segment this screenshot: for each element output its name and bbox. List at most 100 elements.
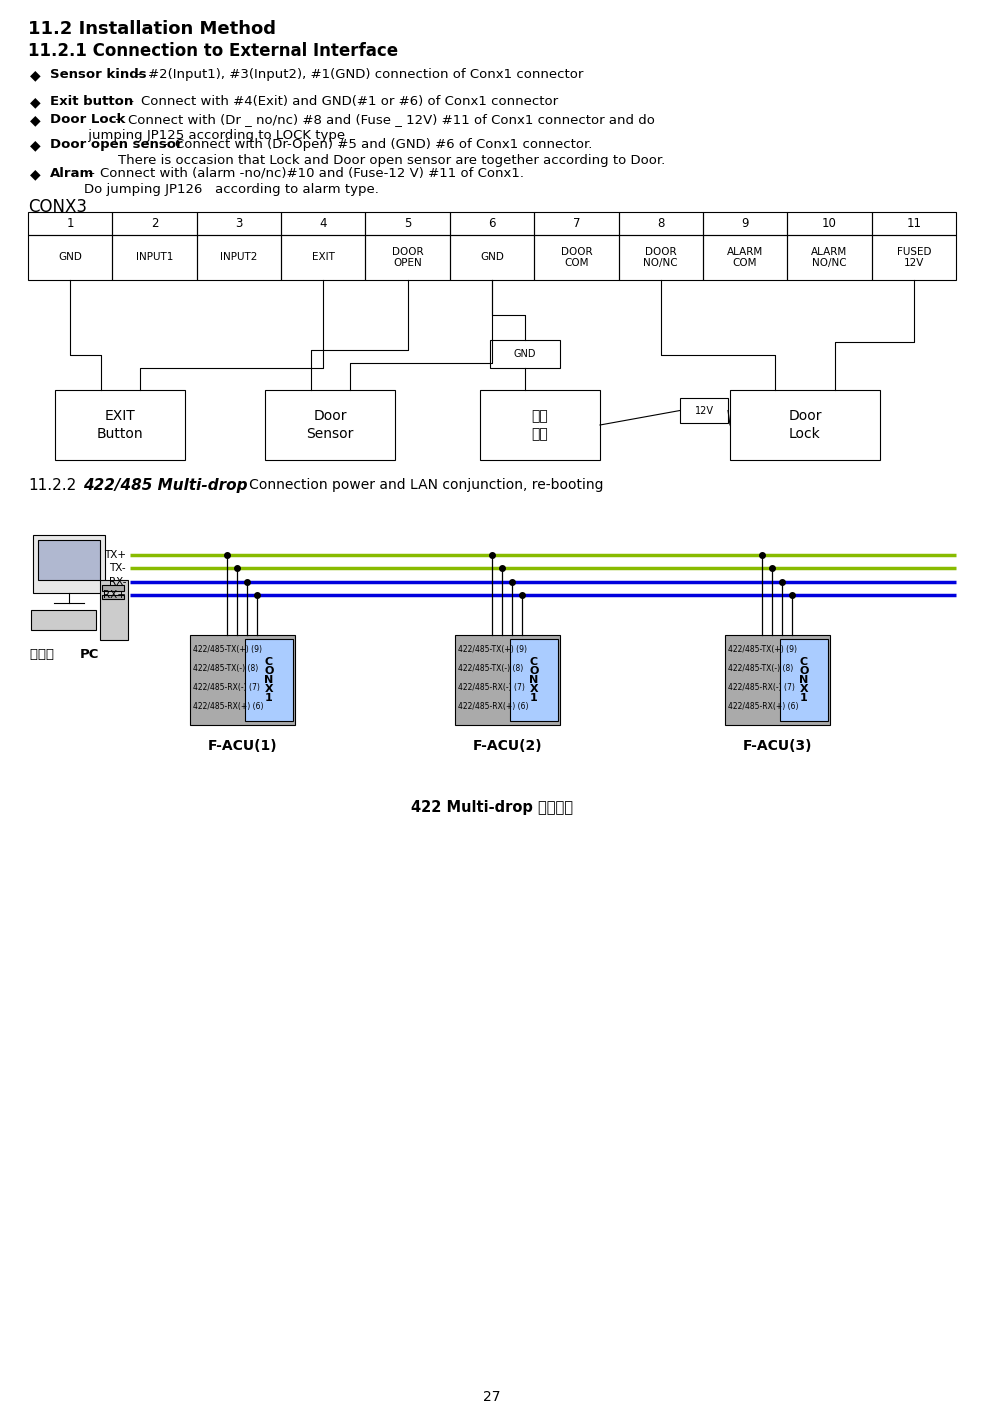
Text: CONX3: CONX3: [28, 198, 87, 216]
Text: -: -: [125, 95, 138, 109]
Text: 6: 6: [488, 217, 496, 230]
Bar: [680, 398, 728, 423]
Text: ALARM
COM: ALARM COM: [727, 247, 764, 268]
Text: 422/485-RX(+) (6): 422/485-RX(+) (6): [193, 703, 264, 711]
Text: EXIT: EXIT: [312, 253, 335, 262]
Text: jumping JP125 according to LOCK type: jumping JP125 according to LOCK type: [50, 128, 345, 143]
Text: 422/485-TX(+) (9): 422/485-TX(+) (9): [728, 645, 797, 655]
Text: 외부
전원: 외부 전원: [531, 409, 548, 442]
Bar: [787, 212, 872, 236]
Text: FUSED
12V: FUSED 12V: [896, 247, 931, 268]
Text: TX+: TX+: [104, 550, 126, 560]
Text: –: –: [84, 166, 99, 181]
Bar: [872, 212, 956, 236]
Text: PC: PC: [80, 648, 99, 660]
Text: 10: 10: [822, 217, 837, 230]
Bar: [619, 212, 703, 236]
Text: Connection power and LAN conjunction, re-booting: Connection power and LAN conjunction, re…: [236, 478, 603, 492]
Text: F-ACU(1): F-ACU(1): [208, 739, 277, 753]
Text: Connect with (Dr _ no/nc) #8 and (Fuse _ 12V) #11 of Conx1 connector and do: Connect with (Dr _ no/nc) #8 and (Fuse _…: [128, 113, 654, 126]
Text: 11: 11: [906, 217, 921, 230]
Text: 422/485-TX(+) (9): 422/485-TX(+) (9): [193, 645, 262, 655]
Text: DOOR
COM: DOOR COM: [561, 247, 592, 268]
Text: Alram: Alram: [50, 166, 94, 181]
Bar: [112, 236, 197, 279]
Bar: [450, 236, 534, 279]
Text: #2(Input1), #3(Input2), #1(GND) connection of Conx1 connector: #2(Input1), #3(Input2), #1(GND) connecti…: [149, 68, 584, 80]
Bar: [480, 389, 600, 460]
Text: F-ACU(2): F-ACU(2): [472, 739, 542, 753]
Text: C
O
N
X
1: C O N X 1: [799, 658, 809, 703]
Text: Connect with (alarm -no/nc)#10 and (Fuse-12 V) #11 of Conx1.: Connect with (alarm -no/nc)#10 and (Fuse…: [100, 166, 524, 181]
Text: EXIT
Button: EXIT Button: [96, 409, 144, 442]
Text: 12V: 12V: [695, 405, 713, 415]
Text: Door open sensor: Door open sensor: [50, 138, 183, 151]
Bar: [787, 236, 872, 279]
Bar: [28, 236, 112, 279]
Text: 11.2.1 Connection to External Interface: 11.2.1 Connection to External Interface: [28, 42, 399, 61]
Bar: [534, 212, 619, 236]
Text: INPUT1: INPUT1: [136, 253, 173, 262]
Text: 2: 2: [151, 217, 158, 230]
Bar: [245, 639, 293, 721]
Text: 422/485-RX(+) (6): 422/485-RX(+) (6): [458, 703, 528, 711]
Text: Connect with (Dr-Open) #5 and (GND) #6 of Conx1 connector.: Connect with (Dr-Open) #5 and (GND) #6 o…: [175, 138, 592, 151]
Text: 1: 1: [67, 217, 74, 230]
Text: ◆: ◆: [30, 95, 40, 109]
Text: 422/485-TX(-) (8): 422/485-TX(-) (8): [728, 665, 793, 673]
Bar: [100, 580, 128, 641]
Text: ◆: ◆: [30, 166, 40, 181]
Text: Door Lock: Door Lock: [50, 113, 125, 126]
Bar: [703, 212, 787, 236]
Text: 11.2.2: 11.2.2: [28, 478, 76, 492]
Text: 3: 3: [235, 217, 243, 230]
Bar: [38, 540, 100, 580]
Text: 8: 8: [657, 217, 664, 230]
Bar: [365, 236, 450, 279]
Text: 422/485-RX(-) (7): 422/485-RX(-) (7): [728, 683, 795, 691]
Text: -: -: [132, 68, 145, 80]
Text: Sensor kinds: Sensor kinds: [50, 68, 147, 80]
Text: 422 Multi-drop 결선방법: 422 Multi-drop 결선방법: [411, 800, 573, 816]
Text: GND: GND: [58, 253, 82, 262]
Text: 422/485-TX(+) (9): 422/485-TX(+) (9): [458, 645, 527, 655]
Text: INPUT2: INPUT2: [220, 253, 258, 262]
Bar: [281, 212, 365, 236]
Bar: [197, 212, 281, 236]
Bar: [703, 236, 787, 279]
Text: GND: GND: [480, 253, 504, 262]
Text: 9: 9: [741, 217, 749, 230]
Bar: [619, 236, 703, 279]
Bar: [102, 595, 124, 600]
Text: 422/485-TX(-) (8): 422/485-TX(-) (8): [193, 665, 258, 673]
Bar: [490, 340, 560, 368]
Bar: [872, 236, 956, 279]
Text: TX-: TX-: [109, 563, 126, 573]
Text: 7: 7: [573, 217, 581, 230]
Bar: [265, 389, 395, 460]
Text: Door
Lock: Door Lock: [788, 409, 822, 442]
Text: 422/485-TX(-) (8): 422/485-TX(-) (8): [458, 665, 523, 673]
Text: Exit button: Exit button: [50, 95, 133, 109]
Text: C
O
N
X
1: C O N X 1: [264, 658, 274, 703]
Text: 422/485-RX(+) (6): 422/485-RX(+) (6): [728, 703, 798, 711]
Bar: [725, 635, 830, 725]
Bar: [510, 639, 558, 721]
Bar: [102, 586, 124, 591]
Bar: [33, 535, 105, 593]
Bar: [779, 639, 828, 721]
Text: ◆: ◆: [30, 138, 40, 152]
Text: DOOR
NO/NC: DOOR NO/NC: [644, 247, 678, 268]
Text: DOOR
OPEN: DOOR OPEN: [392, 247, 423, 268]
Text: F-ACU(3): F-ACU(3): [743, 739, 812, 753]
Text: ◆: ◆: [30, 68, 40, 82]
Bar: [31, 610, 96, 629]
Bar: [55, 389, 185, 460]
Text: GND: GND: [514, 349, 536, 358]
Bar: [534, 236, 619, 279]
Text: 27: 27: [483, 1390, 501, 1404]
Bar: [28, 212, 112, 236]
Text: -: -: [158, 138, 172, 151]
Text: 관리자: 관리자: [30, 648, 58, 660]
Text: -: -: [111, 113, 124, 126]
